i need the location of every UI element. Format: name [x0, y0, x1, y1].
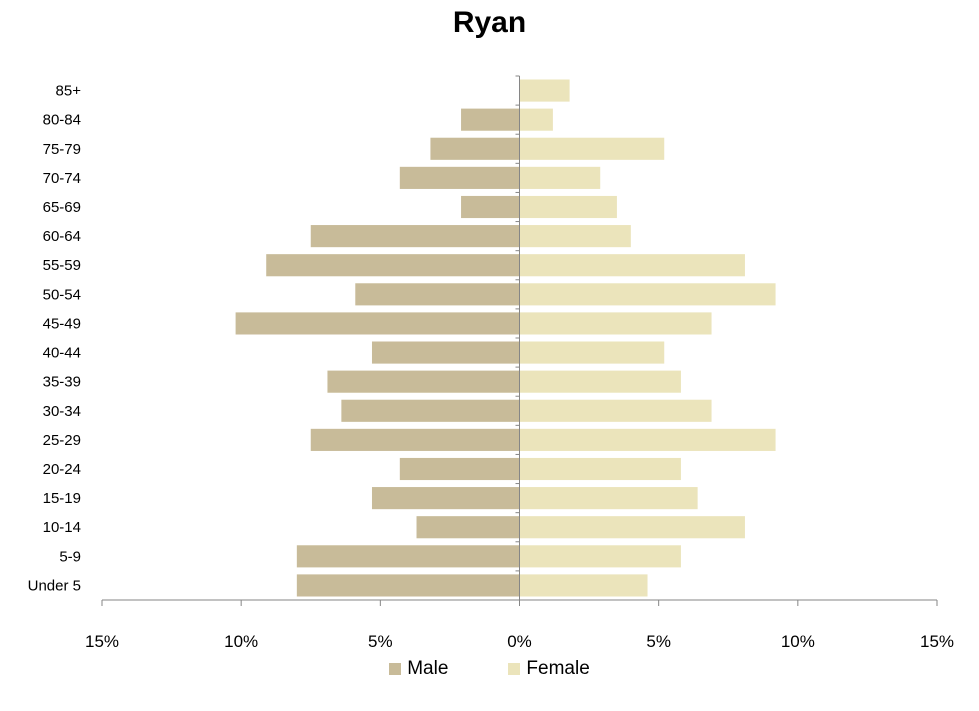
bar-female-40-44 [519, 341, 665, 364]
bar-female-20-24 [519, 457, 681, 481]
category-label: 85+ [56, 83, 82, 100]
category-label: 60-64 [43, 228, 81, 245]
bar-male-30-34 [341, 399, 520, 422]
bar-female-15-19 [519, 487, 698, 510]
category-label: 15-19 [43, 490, 81, 507]
bar-female-5-9 [519, 545, 681, 568]
category-label: 45-49 [43, 315, 81, 332]
bar-male-65-69 [461, 195, 520, 219]
bar-female-60-64 [519, 225, 631, 248]
category-label: 30-34 [43, 403, 81, 420]
bar-female-80-84 [519, 108, 553, 131]
x-tick-label: 15% [85, 632, 119, 651]
x-tick-label: 10% [781, 632, 815, 651]
bar-male-35-39 [327, 370, 520, 393]
legend-label-female: Female [526, 658, 590, 679]
bar-male-75-79 [430, 137, 520, 160]
bar-female-85plus [519, 79, 570, 102]
x-tick-label: 5% [646, 632, 671, 651]
axes-group [102, 75, 937, 601]
category-label: 80-84 [43, 112, 81, 129]
bar-male-25-29 [310, 428, 520, 451]
bar-male-50-54 [355, 283, 520, 306]
category-label: Under 5 [28, 577, 81, 594]
bar-female-25-29 [519, 428, 776, 451]
bar-female-55-59 [519, 254, 745, 277]
bar-female-30-34 [519, 399, 712, 422]
bar-male-15-19 [371, 487, 520, 510]
legend-label-male: Male [407, 658, 449, 679]
category-label: 5-9 [59, 548, 81, 565]
legend-item-male: Male [389, 658, 448, 680]
bar-female-35-39 [519, 370, 681, 393]
category-label: 35-39 [43, 374, 81, 391]
bar-male-under-5 [296, 574, 520, 597]
chart-title: Ryan [452, 6, 527, 39]
bar-male-45-49 [235, 312, 520, 335]
bar-male-5-9 [296, 545, 520, 568]
bar-female-75-79 [519, 137, 665, 160]
bar-male-20-24 [399, 457, 520, 481]
bar-male-10-14 [416, 516, 520, 539]
bar-female-45-49 [519, 312, 712, 335]
category-label: 20-24 [43, 461, 81, 478]
x-ticks: 15% 10% 5% 0% 5% 10% 15% [85, 600, 954, 651]
legend-swatch-female [508, 663, 521, 675]
category-label: 25-29 [43, 432, 81, 449]
x-tick-label: 15% [920, 632, 954, 651]
x-tick-label: 5% [368, 632, 393, 651]
category-label: 40-44 [43, 345, 81, 362]
category-label: 55-59 [43, 257, 81, 274]
bar-female-70-74 [519, 166, 601, 189]
category-label: 75-79 [43, 141, 81, 158]
legend-swatch-male [389, 663, 402, 675]
bar-male-55-59 [266, 254, 520, 277]
bar-female-65-69 [519, 195, 617, 219]
category-label: 10-14 [43, 519, 81, 536]
bar-male-70-74 [399, 166, 520, 189]
category-label: 50-54 [43, 286, 81, 303]
legend-item-female: Female [508, 658, 590, 680]
x-tick-label: 10% [224, 632, 258, 651]
category-labels: Under 5 5-9 10-14 15-19 20-24 25-29 30-34 35-39… [28, 83, 82, 595]
bar-female-50-54 [519, 283, 776, 306]
bar-male-60-64 [310, 225, 520, 248]
legend: Male Female [0, 658, 979, 680]
bars-group [235, 79, 776, 597]
x-tick-label: 0% [507, 632, 532, 651]
bar-male-40-44 [371, 341, 520, 364]
category-label: 70-74 [43, 170, 81, 187]
bar-male-80-84 [461, 108, 520, 131]
bar-female-10-14 [519, 516, 745, 539]
category-label: 65-69 [43, 199, 81, 216]
bar-female-under-5 [519, 574, 648, 597]
